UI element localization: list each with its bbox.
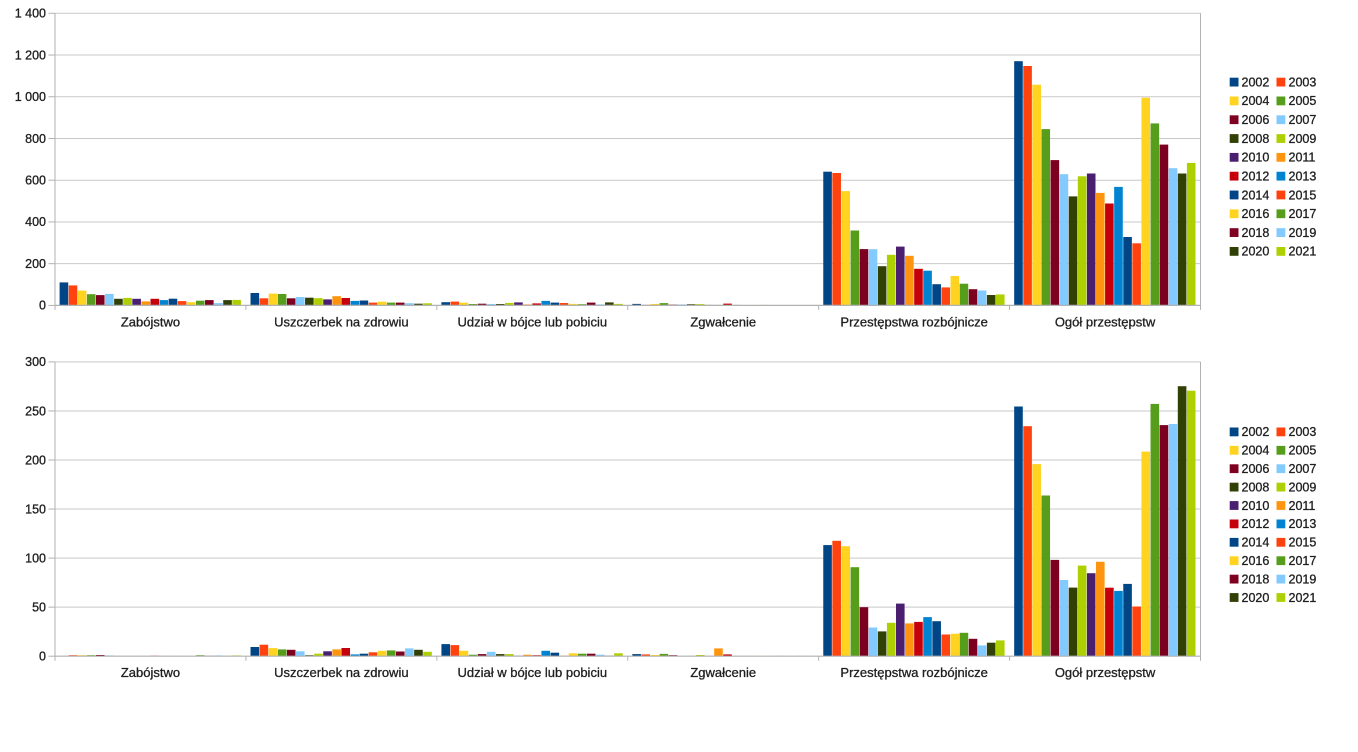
svg-text:200: 200 bbox=[25, 453, 46, 467]
svg-text:Zgwałcenie: Zgwałcenie bbox=[690, 315, 756, 330]
svg-text:2012: 2012 bbox=[1242, 517, 1270, 531]
svg-text:Uszczerbek na zdrowiu: Uszczerbek na zdrowiu bbox=[274, 665, 408, 680]
svg-text:2002: 2002 bbox=[1242, 425, 1270, 439]
svg-text:1 400: 1 400 bbox=[15, 7, 46, 21]
svg-text:2009: 2009 bbox=[1289, 132, 1317, 146]
svg-text:200: 200 bbox=[25, 257, 46, 271]
svg-text:2021: 2021 bbox=[1289, 591, 1317, 605]
svg-text:2011: 2011 bbox=[1289, 499, 1316, 513]
svg-text:Udział w bójce lub pobiciu: Udział w bójce lub pobiciu bbox=[457, 315, 607, 330]
svg-text:2005: 2005 bbox=[1289, 444, 1317, 458]
svg-text:1 000: 1 000 bbox=[15, 90, 46, 104]
svg-text:2017: 2017 bbox=[1289, 207, 1317, 221]
svg-text:250: 250 bbox=[25, 404, 46, 418]
svg-text:2018: 2018 bbox=[1242, 226, 1270, 240]
svg-text:2016: 2016 bbox=[1242, 207, 1270, 221]
svg-text:2015: 2015 bbox=[1289, 188, 1317, 202]
svg-text:2013: 2013 bbox=[1289, 517, 1317, 531]
svg-text:2020: 2020 bbox=[1242, 245, 1270, 259]
svg-text:1 200: 1 200 bbox=[15, 48, 46, 62]
svg-text:300: 300 bbox=[25, 355, 46, 369]
svg-text:2004: 2004 bbox=[1242, 444, 1270, 458]
svg-text:600: 600 bbox=[25, 174, 46, 188]
svg-text:2016: 2016 bbox=[1242, 554, 1270, 568]
svg-text:2014: 2014 bbox=[1242, 188, 1270, 202]
svg-text:2017: 2017 bbox=[1289, 554, 1317, 568]
svg-text:Udział w bójce lub pobiciu: Udział w bójce lub pobiciu bbox=[457, 665, 607, 680]
svg-text:Uszczerbek na zdrowiu: Uszczerbek na zdrowiu bbox=[274, 315, 408, 330]
svg-text:2019: 2019 bbox=[1289, 572, 1317, 586]
svg-text:2003: 2003 bbox=[1289, 75, 1317, 89]
svg-text:2008: 2008 bbox=[1242, 132, 1270, 146]
svg-text:Ogół przestępstw: Ogół przestępstw bbox=[1055, 315, 1156, 330]
svg-text:2015: 2015 bbox=[1289, 536, 1317, 550]
svg-text:0: 0 bbox=[39, 650, 46, 664]
svg-text:2009: 2009 bbox=[1289, 480, 1317, 494]
svg-text:400: 400 bbox=[25, 215, 46, 229]
svg-text:2020: 2020 bbox=[1242, 591, 1270, 605]
svg-text:2021: 2021 bbox=[1289, 245, 1317, 259]
svg-text:Zabójstwo: Zabójstwo bbox=[121, 315, 180, 330]
svg-text:150: 150 bbox=[25, 502, 46, 516]
svg-text:Zgwałcenie: Zgwałcenie bbox=[690, 665, 756, 680]
svg-text:2013: 2013 bbox=[1289, 169, 1317, 183]
svg-text:2012: 2012 bbox=[1242, 169, 1270, 183]
svg-text:2006: 2006 bbox=[1242, 462, 1270, 476]
svg-text:2018: 2018 bbox=[1242, 572, 1270, 586]
svg-text:2010: 2010 bbox=[1242, 499, 1270, 513]
svg-text:2002: 2002 bbox=[1242, 75, 1270, 89]
svg-text:2008: 2008 bbox=[1242, 480, 1270, 494]
svg-text:Zabójstwo: Zabójstwo bbox=[121, 665, 180, 680]
svg-text:2007: 2007 bbox=[1289, 113, 1317, 127]
svg-text:2019: 2019 bbox=[1289, 226, 1317, 240]
svg-text:100: 100 bbox=[25, 551, 46, 565]
svg-text:50: 50 bbox=[32, 600, 46, 614]
svg-text:2014: 2014 bbox=[1242, 536, 1270, 550]
svg-text:0: 0 bbox=[39, 299, 46, 313]
svg-text:Przestępstwa rozbójnicze: Przestępstwa rozbójnicze bbox=[840, 315, 987, 330]
svg-text:2005: 2005 bbox=[1289, 94, 1317, 108]
svg-text:800: 800 bbox=[25, 132, 46, 146]
svg-text:Przestępstwa rozbójnicze: Przestępstwa rozbójnicze bbox=[840, 665, 987, 680]
svg-text:Ogół przestępstw: Ogół przestępstw bbox=[1055, 665, 1156, 680]
svg-text:2006: 2006 bbox=[1242, 113, 1270, 127]
svg-text:2010: 2010 bbox=[1242, 151, 1270, 165]
svg-text:2003: 2003 bbox=[1289, 425, 1317, 439]
svg-text:2004: 2004 bbox=[1242, 94, 1270, 108]
svg-text:2007: 2007 bbox=[1289, 462, 1317, 476]
svg-text:2011: 2011 bbox=[1289, 151, 1316, 165]
